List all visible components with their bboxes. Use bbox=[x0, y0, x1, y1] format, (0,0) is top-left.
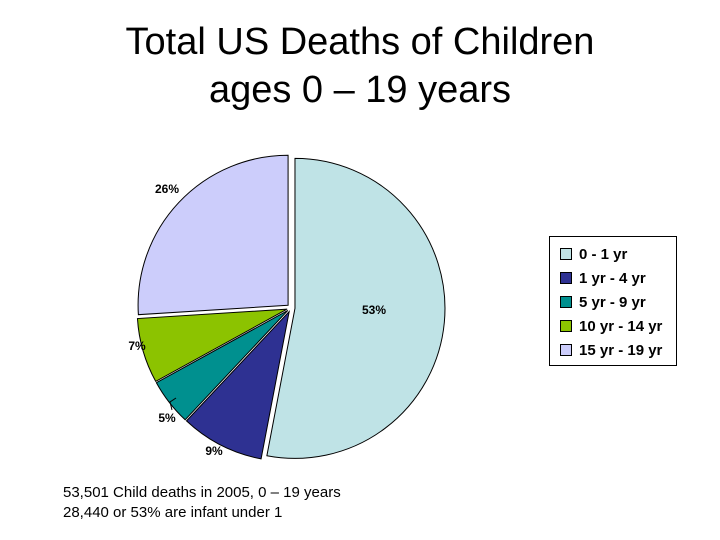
legend-item-15-19-yr: 15 yr - 19 yr bbox=[560, 339, 662, 361]
legend-swatch bbox=[560, 296, 572, 308]
footnote-line-2: 28,440 or 53% are infant under 1 bbox=[63, 504, 283, 521]
legend-swatch bbox=[560, 344, 572, 356]
pie-data-label: 5% bbox=[158, 411, 176, 425]
chart-title: Total US Deaths of Children ages 0 – 19 … bbox=[0, 18, 720, 114]
legend-item-1-4-yr: 1 yr - 4 yr bbox=[560, 267, 646, 289]
legend-label: 5 yr - 9 yr bbox=[579, 293, 646, 311]
legend-item-10-14-yr: 10 yr - 14 yr bbox=[560, 315, 662, 337]
pie-data-label: 53% bbox=[362, 303, 386, 317]
legend-item-5-9-yr: 5 yr - 9 yr bbox=[560, 291, 646, 313]
footnote-line-1: 53,501 Child deaths in 2005, 0 – 19 year… bbox=[63, 484, 341, 501]
label-leader-line bbox=[169, 397, 177, 411]
pie-data-label: 9% bbox=[205, 444, 223, 458]
legend-swatch bbox=[560, 320, 572, 332]
pie-data-label: 26% bbox=[155, 182, 179, 196]
legend-swatch bbox=[560, 272, 572, 284]
pie-slice-5-yr-9-yr bbox=[155, 310, 289, 421]
legend-label: 15 yr - 19 yr bbox=[579, 341, 663, 359]
footnote: 53,501 Child deaths in 2005, 0 – 19 year… bbox=[63, 483, 341, 523]
pie-slice-1-yr-4-yr bbox=[185, 309, 290, 460]
chart-legend: 0 - 1 yr 1 yr - 4 yr 5 yr - 9 yr 10 yr -… bbox=[549, 236, 677, 366]
legend-item-0-1-yr: 0 - 1 yr bbox=[560, 243, 627, 265]
chart-title-line-2: ages 0 – 19 years bbox=[208, 69, 512, 111]
legend-label: 1 yr - 4 yr bbox=[579, 269, 646, 287]
pie-slice-15-yr-19-yr bbox=[137, 154, 289, 316]
pie-data-label: 7% bbox=[128, 339, 146, 353]
chart-title-line-1: Total US Deaths of Children bbox=[125, 21, 595, 63]
pie-slice-0-1-yr bbox=[266, 157, 446, 459]
legend-label: 0 - 1 yr bbox=[579, 245, 628, 263]
legend-swatch bbox=[560, 248, 572, 260]
legend-label: 10 yr - 14 yr bbox=[579, 317, 663, 335]
pie-slice-10-yr-14-yr bbox=[136, 308, 288, 383]
